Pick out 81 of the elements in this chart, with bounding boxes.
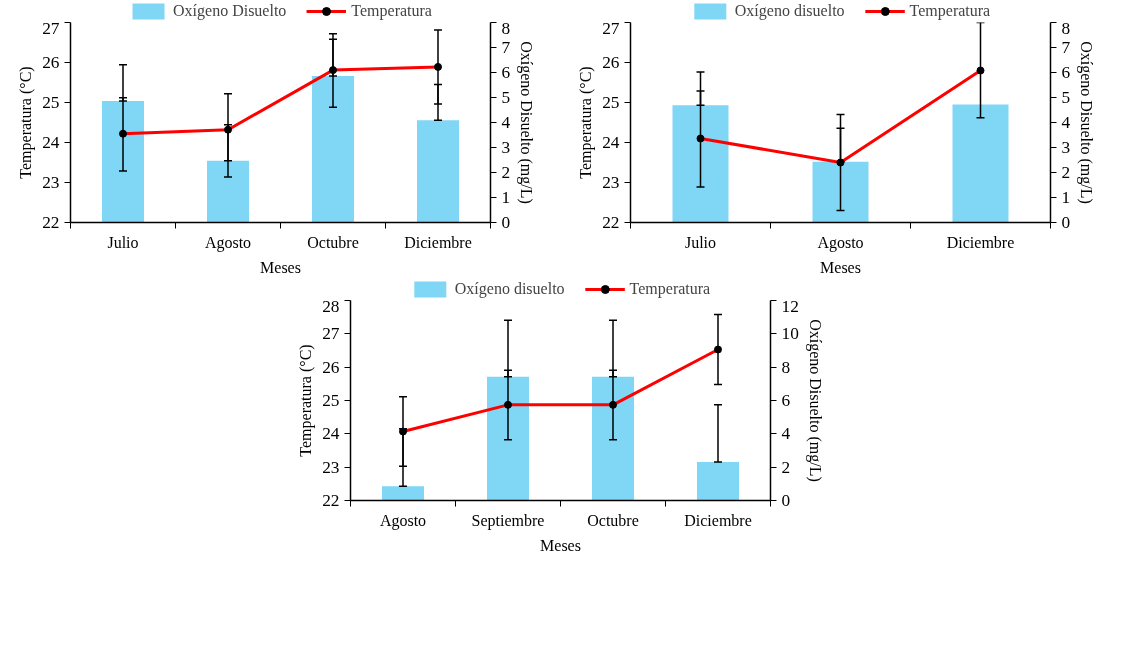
legend-label: Oxígeno Disuelto bbox=[173, 2, 287, 20]
y2-tick-label: 0 bbox=[781, 491, 791, 510]
x-tick-label: Diciembre bbox=[946, 233, 1015, 251]
y2-tick-label: 12 bbox=[781, 296, 799, 316]
legend-label: Temperatura bbox=[351, 2, 432, 20]
y2-tick-label: 5 bbox=[1061, 88, 1071, 107]
x-tick-label: Octubre bbox=[307, 233, 359, 251]
y2-tick-label: 8 bbox=[781, 357, 791, 377]
y2-tick-label: 6 bbox=[501, 63, 511, 82]
bar bbox=[672, 105, 729, 223]
y-tick-label: 25 bbox=[42, 93, 60, 112]
bar bbox=[207, 160, 249, 223]
x-tick-label: Diciembre bbox=[404, 233, 472, 251]
y2-tick-label: 2 bbox=[781, 457, 791, 477]
x-axis-title: Meses bbox=[820, 258, 861, 276]
y-tick-label: 27 bbox=[602, 18, 620, 38]
x-axis-title: Meses bbox=[260, 258, 301, 276]
legend-label: Temperatura bbox=[629, 280, 711, 298]
y2-axis-title: Oxígeno Disuelto (mg/L) bbox=[517, 41, 536, 204]
x-tick-label: Octubre bbox=[587, 511, 639, 529]
y-tick-label: 26 bbox=[602, 53, 620, 72]
legend-label: Oxígeno disuelto bbox=[454, 280, 565, 298]
y2-tick-label: 7 bbox=[1061, 38, 1071, 57]
y2-tick-label: 0 bbox=[1061, 213, 1071, 232]
bar bbox=[102, 101, 144, 223]
y-tick-label: 26 bbox=[322, 357, 340, 377]
bar bbox=[812, 161, 869, 223]
bar bbox=[592, 376, 634, 501]
y2-tick-label: 8 bbox=[501, 18, 511, 38]
y2-tick-label: 4 bbox=[781, 424, 791, 444]
y-tick-label: 22 bbox=[42, 213, 60, 232]
y-tick-label: 25 bbox=[322, 391, 340, 410]
y2-tick-label: 0 bbox=[501, 213, 511, 232]
y-tick-label: 23 bbox=[602, 173, 620, 192]
y-tick-label: 27 bbox=[42, 18, 60, 38]
y-axis-title: Temperatura (°C) bbox=[577, 66, 596, 179]
y-tick-label: 24 bbox=[322, 424, 340, 444]
y-tick-label: 23 bbox=[322, 457, 340, 477]
y2-tick-label: 2 bbox=[501, 163, 511, 182]
y-tick-label: 22 bbox=[602, 213, 620, 232]
x-tick-label: Diciembre bbox=[684, 511, 752, 529]
y-tick-label: 23 bbox=[42, 173, 60, 192]
bar bbox=[487, 376, 529, 501]
bar bbox=[312, 76, 354, 223]
y-tick-label: 25 bbox=[602, 93, 620, 112]
y-axis-title: Temperatura (°C) bbox=[17, 66, 36, 179]
y2-tick-label: 4 bbox=[1061, 113, 1071, 132]
x-tick-label: Julio bbox=[684, 233, 717, 251]
x-tick-label: Julio bbox=[107, 233, 139, 251]
y2-tick-label: 6 bbox=[1061, 63, 1071, 82]
y2-tick-label: 3 bbox=[1061, 138, 1071, 157]
y-tick-label: 28 bbox=[322, 296, 340, 316]
y-tick-label: 24 bbox=[602, 133, 620, 152]
x-axis-title: Meses bbox=[540, 536, 581, 554]
y-tick-label: 27 bbox=[322, 324, 340, 344]
bar bbox=[952, 104, 1009, 223]
y2-tick-label: 10 bbox=[781, 324, 799, 344]
y2-tick-label: 3 bbox=[501, 138, 511, 157]
y2-tick-label: 5 bbox=[501, 88, 511, 107]
y2-tick-label: 8 bbox=[1061, 18, 1071, 38]
x-tick-label: Agosto bbox=[817, 233, 864, 252]
bar bbox=[417, 120, 459, 223]
x-tick-label: Agosto bbox=[379, 511, 427, 530]
y-tick-label: 26 bbox=[42, 53, 60, 72]
bar bbox=[382, 486, 424, 501]
x-tick-label: Agosto bbox=[204, 233, 252, 252]
y2-tick-label: 2 bbox=[1061, 163, 1071, 182]
y-tick-label: 22 bbox=[322, 491, 340, 510]
x-tick-label: Septiembre bbox=[471, 511, 545, 530]
y2-tick-label: 7 bbox=[501, 38, 511, 57]
y2-tick-label: 1 bbox=[1061, 188, 1071, 207]
y2-tick-label: 6 bbox=[781, 391, 791, 410]
y-tick-label: 24 bbox=[42, 133, 60, 152]
y-axis-title: Temperatura (°C) bbox=[297, 344, 316, 457]
y2-axis-title: Oxígeno Disuelto (mg/L) bbox=[805, 319, 824, 482]
legend-label: Temperatura bbox=[909, 2, 991, 20]
y2-tick-label: 1 bbox=[501, 188, 511, 207]
y2-tick-label: 4 bbox=[501, 113, 511, 132]
legend-label: Oxígeno disuelto bbox=[734, 2, 845, 20]
bar bbox=[697, 462, 739, 501]
y2-axis-title: Oxígeno Disuelto (mg/L) bbox=[1077, 41, 1096, 204]
